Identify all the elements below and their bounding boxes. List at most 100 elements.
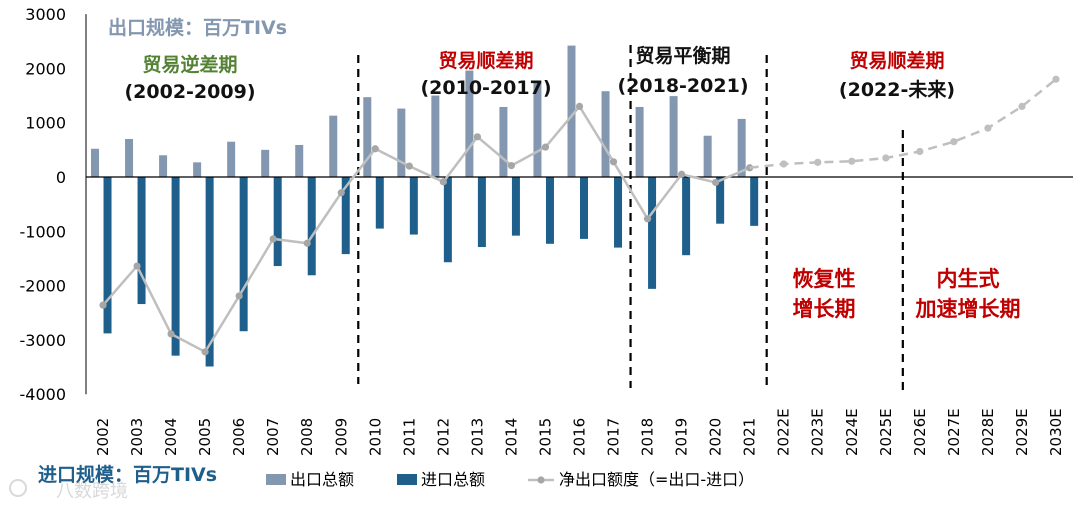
legend-label-export: 出口总额	[290, 470, 354, 489]
import-bar	[103, 177, 112, 334]
export-bar	[91, 148, 100, 177]
phase-2-line-2: 加速增长期	[915, 297, 1021, 321]
net-export-point	[643, 215, 652, 223]
watermark: 八数跨境	[56, 481, 128, 502]
import-bar	[137, 177, 146, 305]
net-export-point	[405, 162, 413, 170]
x-tick-label: 2009	[332, 418, 350, 456]
net-export-forecast-point	[984, 124, 992, 132]
x-tick-label: 2021	[741, 418, 759, 456]
export-bar	[737, 118, 746, 177]
period-title-2: 贸易顺差期	[438, 49, 533, 72]
x-tick-label: 2024E	[843, 408, 861, 456]
export-bar	[193, 162, 202, 177]
net-export-point	[337, 189, 345, 197]
y-tick-label: 1000	[25, 114, 66, 133]
phase-1-line-2: 增长期	[793, 297, 856, 321]
export-bar	[363, 97, 372, 177]
net-export-point	[303, 239, 311, 247]
x-tick-label: 2026E	[911, 408, 929, 456]
net-export-forecast-point	[950, 138, 958, 146]
export-bar	[465, 70, 474, 177]
export-bar	[669, 96, 678, 177]
import-bar	[171, 177, 180, 356]
import-bar	[648, 177, 657, 289]
net-export-forecast-line	[749, 78, 1057, 170]
x-tick-label: 2012	[434, 418, 452, 456]
export-bar	[125, 138, 134, 177]
legend-swatch-import	[397, 474, 417, 485]
net-export-forecast-point	[916, 147, 924, 156]
import-bar	[409, 177, 418, 235]
export-bar	[567, 45, 576, 178]
x-tick-label: 2030E	[1047, 408, 1065, 456]
export-bar	[261, 149, 270, 177]
x-tick-label: 2011	[400, 418, 418, 456]
x-tick-label: 2013	[468, 418, 486, 456]
x-tick-label: 2027E	[945, 408, 963, 456]
import-bar	[205, 177, 214, 367]
import-bar	[511, 177, 520, 236]
import-bar	[375, 177, 384, 229]
import-unit-label: 进口规模：百万TIVs	[38, 463, 217, 486]
x-tick-label: 2029E	[1013, 408, 1031, 456]
legend-swatch-export	[266, 474, 286, 485]
x-tick-label: 2018	[639, 418, 657, 456]
net-export-point	[541, 143, 550, 151]
import-bar	[273, 177, 282, 267]
y-tick-label: -3000	[20, 331, 67, 350]
export-bar	[499, 106, 508, 177]
x-tick-label: 2017	[605, 418, 623, 456]
export-bar	[295, 144, 304, 177]
x-tick-label: 2006	[230, 418, 248, 456]
y-tick-label: -4000	[20, 385, 67, 404]
legend-swatch-net-point	[537, 476, 545, 484]
net-export-forecast-point	[814, 158, 822, 166]
phase-2-line-1: 内生式	[937, 267, 1000, 291]
y-tick-label: 0	[56, 168, 66, 187]
x-tick-label: 2004	[162, 418, 180, 456]
import-bar	[614, 177, 623, 248]
import-bar	[682, 177, 691, 256]
import-bar	[477, 177, 486, 248]
net-export-point	[133, 262, 141, 270]
x-tick-label: 2015	[536, 418, 554, 456]
x-tick-label: 2008	[298, 418, 316, 456]
import-bar	[545, 177, 554, 244]
net-export-forecast-point	[882, 154, 890, 162]
period-title-3: 贸易平衡期	[635, 44, 730, 67]
export-unit-label: 出口规模：百万TIVs	[108, 16, 287, 39]
period-title-1: 贸易逆差期	[142, 53, 237, 76]
net-export-point	[712, 178, 720, 187]
export-bar	[533, 81, 542, 177]
import-bar	[341, 177, 350, 255]
x-tick-label: 2007	[264, 418, 282, 456]
x-tick-label: 2020	[707, 418, 725, 456]
export-bar	[601, 91, 610, 177]
net-export-forecast-point	[848, 157, 856, 165]
y-tick-label: -1000	[20, 222, 67, 241]
net-export-point	[678, 170, 686, 178]
legend-label-net: 净出口额度（=出口-进口）	[559, 470, 754, 489]
phase-1-line-1: 恢复性	[793, 267, 856, 291]
y-tick-label: 2000	[25, 59, 66, 78]
export-bar	[703, 135, 712, 177]
net-export-point	[439, 178, 447, 186]
net-export-forecast-point	[1052, 75, 1060, 83]
x-tick-label: 2005	[196, 418, 214, 456]
export-bar	[431, 95, 440, 177]
x-tick-label: 2002	[94, 418, 112, 456]
import-bar	[750, 177, 759, 226]
import-bar	[580, 177, 588, 239]
x-tick-label: 2014	[502, 418, 520, 456]
legend-label-import: 进口总额	[421, 470, 485, 489]
net-export-point	[201, 348, 209, 356]
net-export-line	[102, 104, 751, 354]
export-bar	[329, 115, 338, 177]
x-tick-label: 2016	[571, 418, 589, 456]
x-tick-label: 2019	[673, 418, 691, 456]
x-tick-label: 2023E	[809, 408, 827, 456]
period-title-4: 贸易顺差期	[849, 49, 944, 72]
